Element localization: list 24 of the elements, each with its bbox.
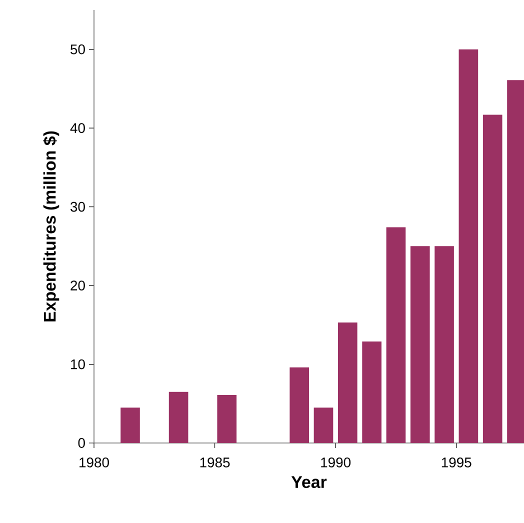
x-axis-title: Year xyxy=(291,476,327,488)
bar xyxy=(168,392,188,443)
bar xyxy=(290,367,309,443)
y-tick-label: 50 xyxy=(70,44,85,54)
bar xyxy=(482,114,502,443)
bar xyxy=(338,322,358,443)
bar xyxy=(362,341,382,443)
bar xyxy=(386,227,406,443)
x-tick-label: 1985 xyxy=(200,458,230,468)
x-tick-label: 1990 xyxy=(321,458,351,468)
bar xyxy=(434,246,454,443)
bar xyxy=(217,394,237,443)
bar xyxy=(120,408,140,443)
x-tick-label: 1980 xyxy=(80,458,109,468)
x-tick-label: 1995 xyxy=(442,458,472,468)
bar xyxy=(314,408,334,443)
y-tick-label: 0 xyxy=(78,438,85,448)
y-tick-label: 20 xyxy=(70,280,85,290)
y-tick-label: 10 xyxy=(71,359,85,370)
bar xyxy=(410,246,430,443)
y-tick-label: 30 xyxy=(70,202,85,212)
bar xyxy=(458,49,478,443)
y-axis-title: Expenditures (million $) xyxy=(43,131,60,322)
y-tick-label: 40 xyxy=(70,123,85,134)
